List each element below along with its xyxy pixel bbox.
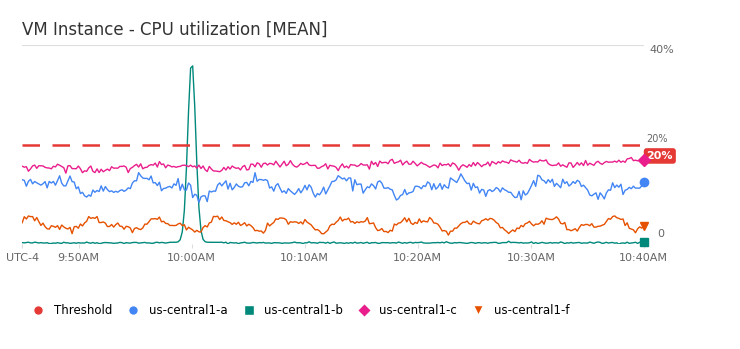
Text: VM Instance - CPU utilization [MEAN]: VM Instance - CPU utilization [MEAN] <box>22 20 328 38</box>
Legend: Threshold, us-central1-a, us-central1-b, us-central1-c, us-central1-f: Threshold, us-central1-a, us-central1-b,… <box>22 299 574 322</box>
Text: 20%: 20% <box>647 134 668 156</box>
Text: 40%: 40% <box>650 45 674 55</box>
Text: 0: 0 <box>658 229 665 239</box>
Text: 20%: 20% <box>647 151 673 161</box>
